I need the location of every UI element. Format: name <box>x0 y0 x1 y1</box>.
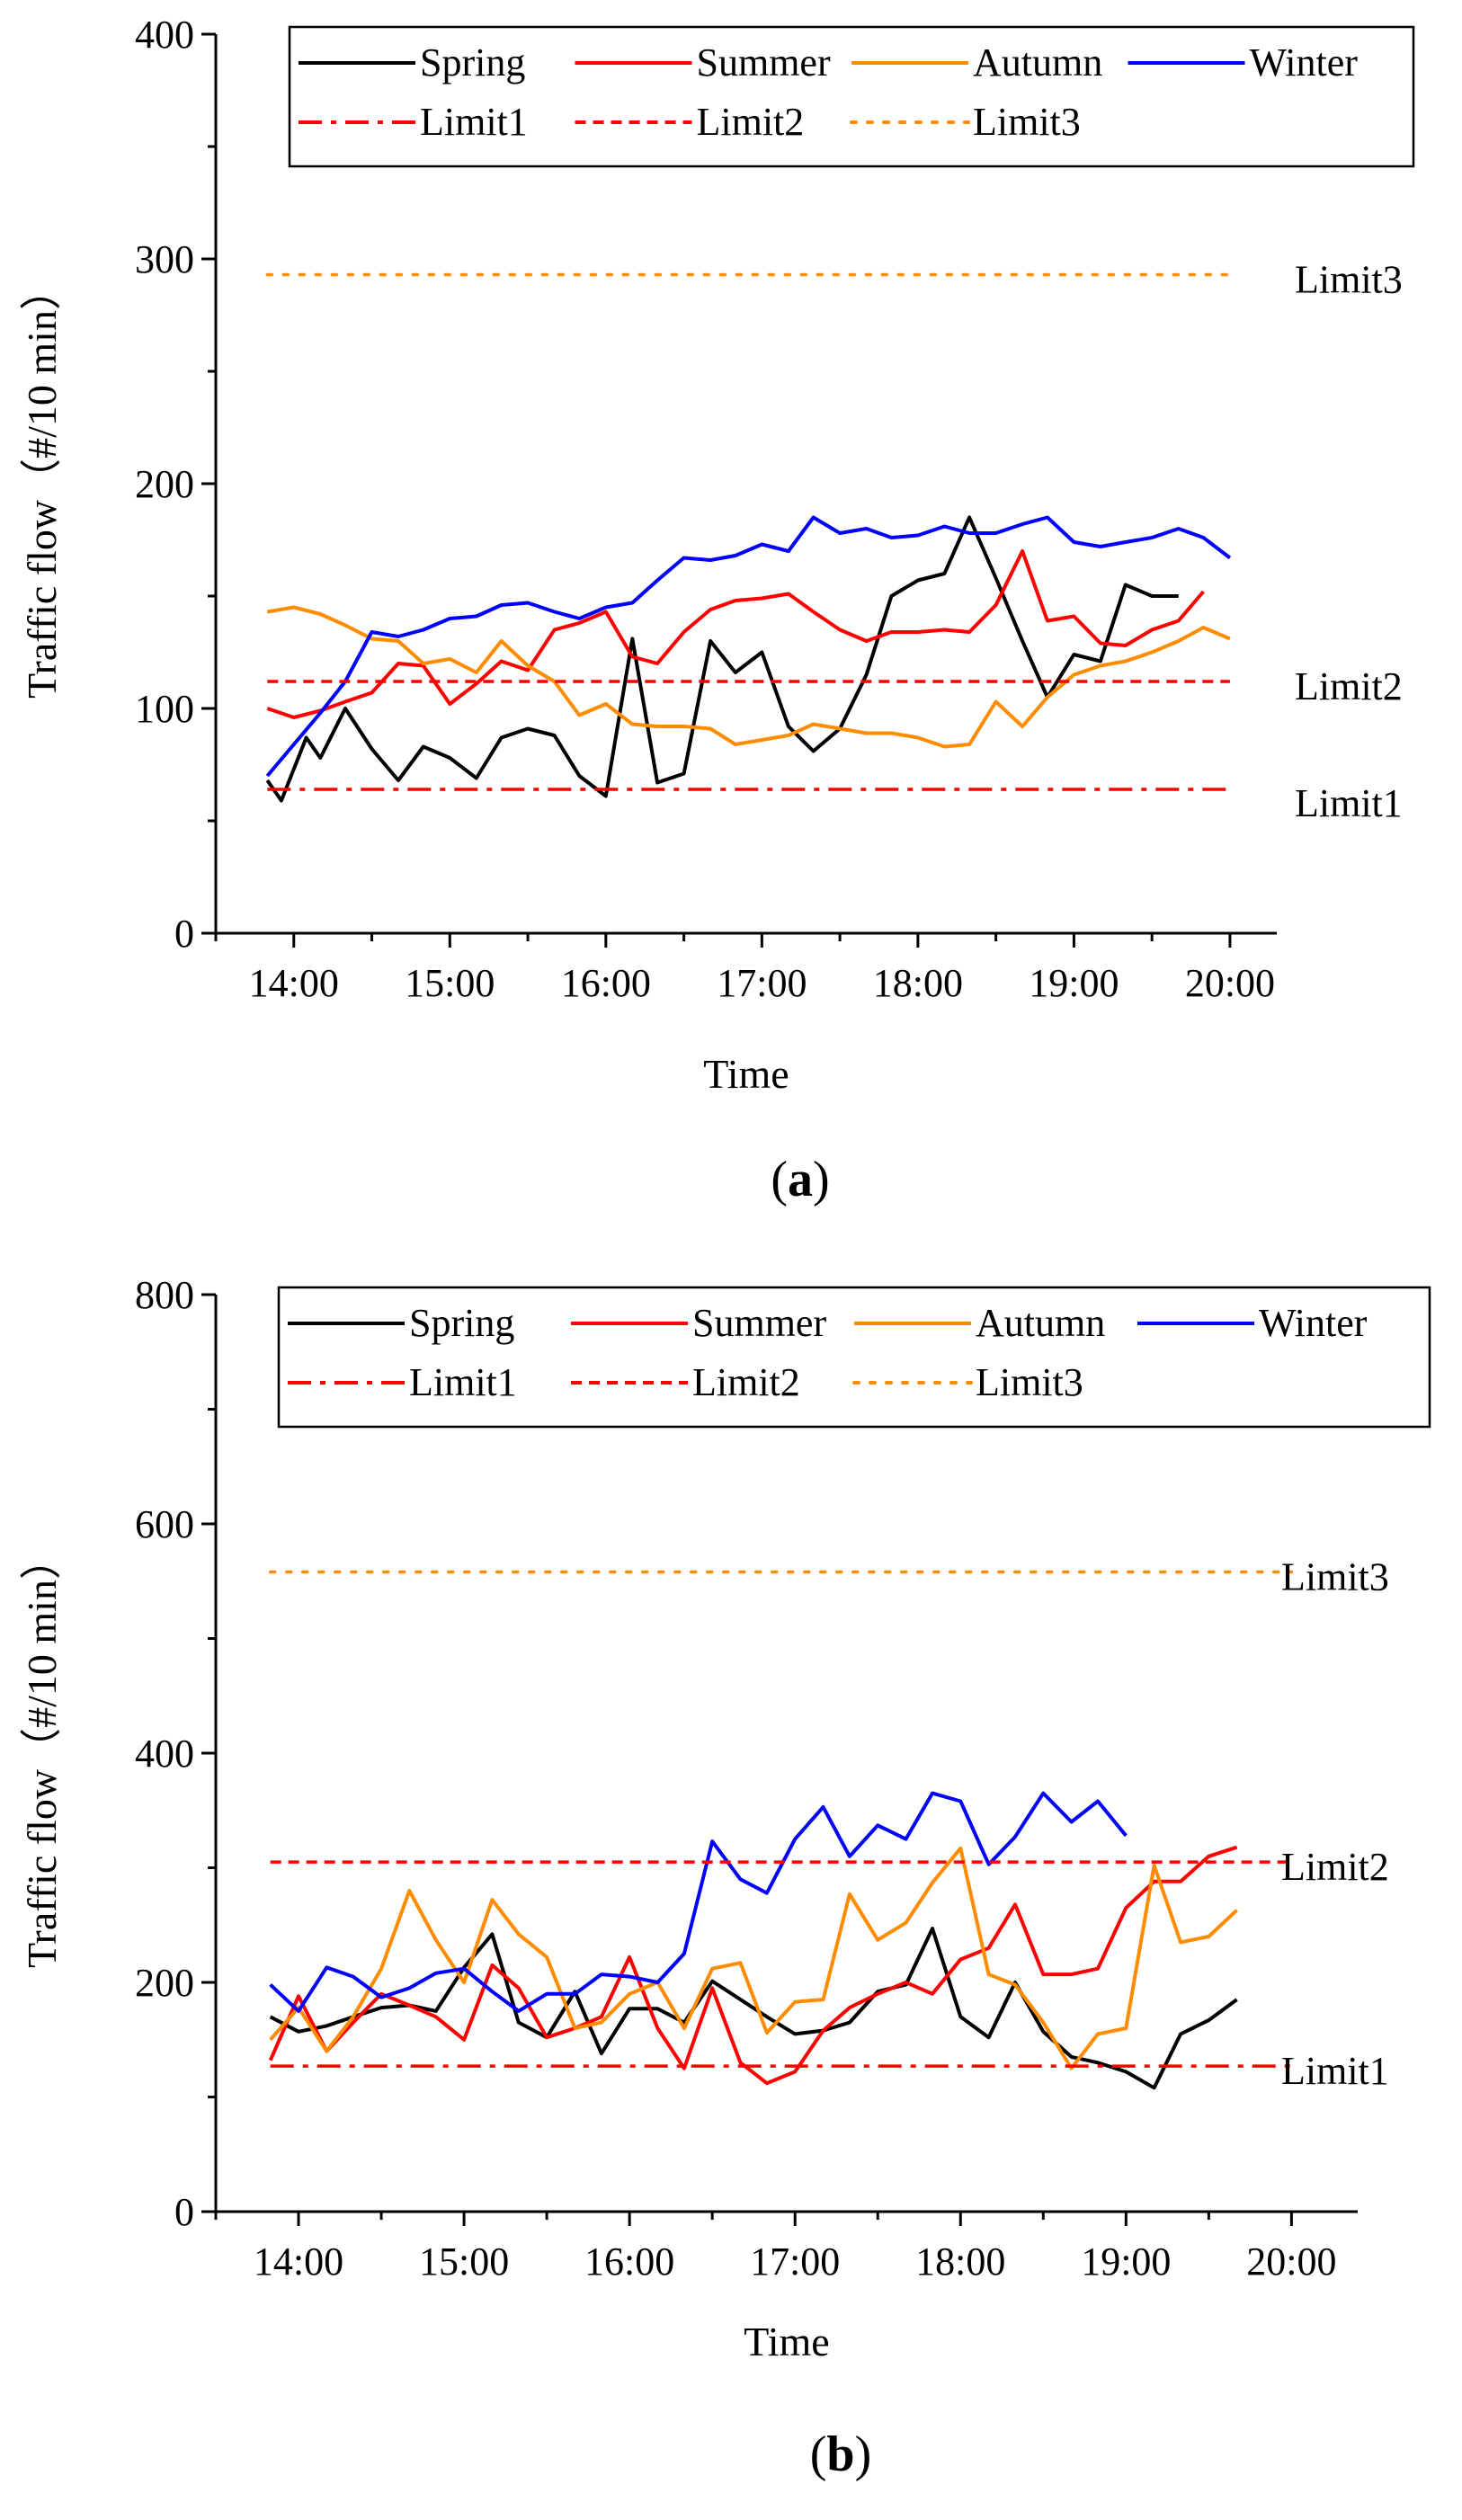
limit-label-limit2: Limit2 <box>1281 1845 1389 1889</box>
panel-label-close: ) <box>855 2427 872 2482</box>
legend-label-summer: Summer <box>697 40 831 85</box>
legend-label-limit2: Limit2 <box>692 1360 800 1404</box>
x-tick-label: 19:00 <box>1081 2240 1171 2284</box>
panel-a: 0 100 200 300 400 14:00 15:00 16:00 17:00 18:00 19… <box>19 13 1415 1207</box>
legend-label-limit2: Limit2 <box>697 100 805 144</box>
y-tick-label: 300 <box>135 237 194 281</box>
x-tick-label: 16:00 <box>561 961 651 1005</box>
y-tick-label: 800 <box>135 1273 194 1317</box>
limit-label-limit2: Limit2 <box>1295 664 1403 708</box>
y-tick-label: 0 <box>174 2190 194 2234</box>
panel-label-close: ) <box>813 1152 830 1207</box>
x-tick-label: 14:00 <box>254 2240 343 2284</box>
legend-label-limit1: Limit1 <box>420 100 528 144</box>
x-tick-label: 17:00 <box>750 2240 840 2284</box>
y-tick-label: 400 <box>135 1732 194 1776</box>
y-axis-title: Traffic flow（#/10 min） <box>19 1538 65 1968</box>
x-tick-label: 20:00 <box>1246 2240 1336 2284</box>
series-line-winter <box>265 515 1232 778</box>
legend-box <box>277 1286 1431 1429</box>
x-tick-label: 20:00 <box>1185 961 1275 1005</box>
legend-box <box>288 25 1415 168</box>
legend-label-limit3: Limit3 <box>973 100 1081 144</box>
x-axis-title: Time <box>703 1051 789 1097</box>
x-tick-label: 19:00 <box>1029 961 1119 1005</box>
series-line-spring <box>265 515 1179 803</box>
legend-label-spring: Spring <box>409 1301 514 1345</box>
y-tick-label: 400 <box>135 13 194 57</box>
x-tick-label: 15:00 <box>419 2240 509 2284</box>
legend-label-autumn: Autumn <box>976 1301 1105 1345</box>
y-tick-label: 0 <box>174 912 194 956</box>
series-line-spring <box>269 1927 1238 2090</box>
limit-label-limit3: Limit3 <box>1281 1555 1389 1599</box>
legend-label-autumn: Autumn <box>973 40 1102 85</box>
y-tick-label: 200 <box>135 462 194 506</box>
legend-label-winter: Winter <box>1250 40 1359 85</box>
panel-label: (a) <box>771 1152 829 1207</box>
y-tick-label: 200 <box>135 1961 194 2005</box>
limit-label-limit1: Limit1 <box>1295 781 1403 825</box>
legend-label-limit3: Limit3 <box>976 1360 1083 1404</box>
x-tick-label: 17:00 <box>717 961 807 1005</box>
series-line-summer <box>266 549 1205 719</box>
legend-label-summer: Summer <box>692 1301 826 1345</box>
y-tick-label: 100 <box>135 687 194 731</box>
x-tick-label: 15:00 <box>405 961 495 1005</box>
legend-label-spring: Spring <box>420 40 525 85</box>
x-tick-label: 16:00 <box>584 2240 674 2284</box>
limit-label-limit3: Limit3 <box>1295 258 1403 302</box>
panel-label-letter: b <box>826 2427 854 2482</box>
series-line-winter <box>269 1791 1128 2013</box>
x-tick-label: 14:00 <box>249 961 339 1005</box>
panel-label-open: ( <box>771 1152 788 1207</box>
panel-label: (b) <box>810 2427 871 2482</box>
series-line-summer <box>268 1845 1238 2086</box>
legend-label-limit1: Limit1 <box>409 1360 517 1404</box>
x-axis-title: Time <box>744 2319 829 2364</box>
x-tick-label: 18:00 <box>915 2240 1005 2284</box>
legend-label-winter: Winter <box>1259 1301 1368 1345</box>
y-axis-title: Traffic flow（#/10 min） <box>19 269 65 699</box>
series-line-autumn <box>269 1846 1238 2070</box>
series-line-autumn <box>266 605 1231 749</box>
panel-b: 0 200 400 600 800 14:00 15:00 16:00 17:00 18:00 19… <box>19 1273 1431 2482</box>
y-tick-label: 600 <box>135 1502 194 1546</box>
panel-label-open: ( <box>810 2427 827 2482</box>
panel-label-letter: a <box>788 1152 813 1207</box>
limit-label-limit1: Limit1 <box>1281 2049 1389 2093</box>
x-tick-label: 18:00 <box>873 961 963 1005</box>
